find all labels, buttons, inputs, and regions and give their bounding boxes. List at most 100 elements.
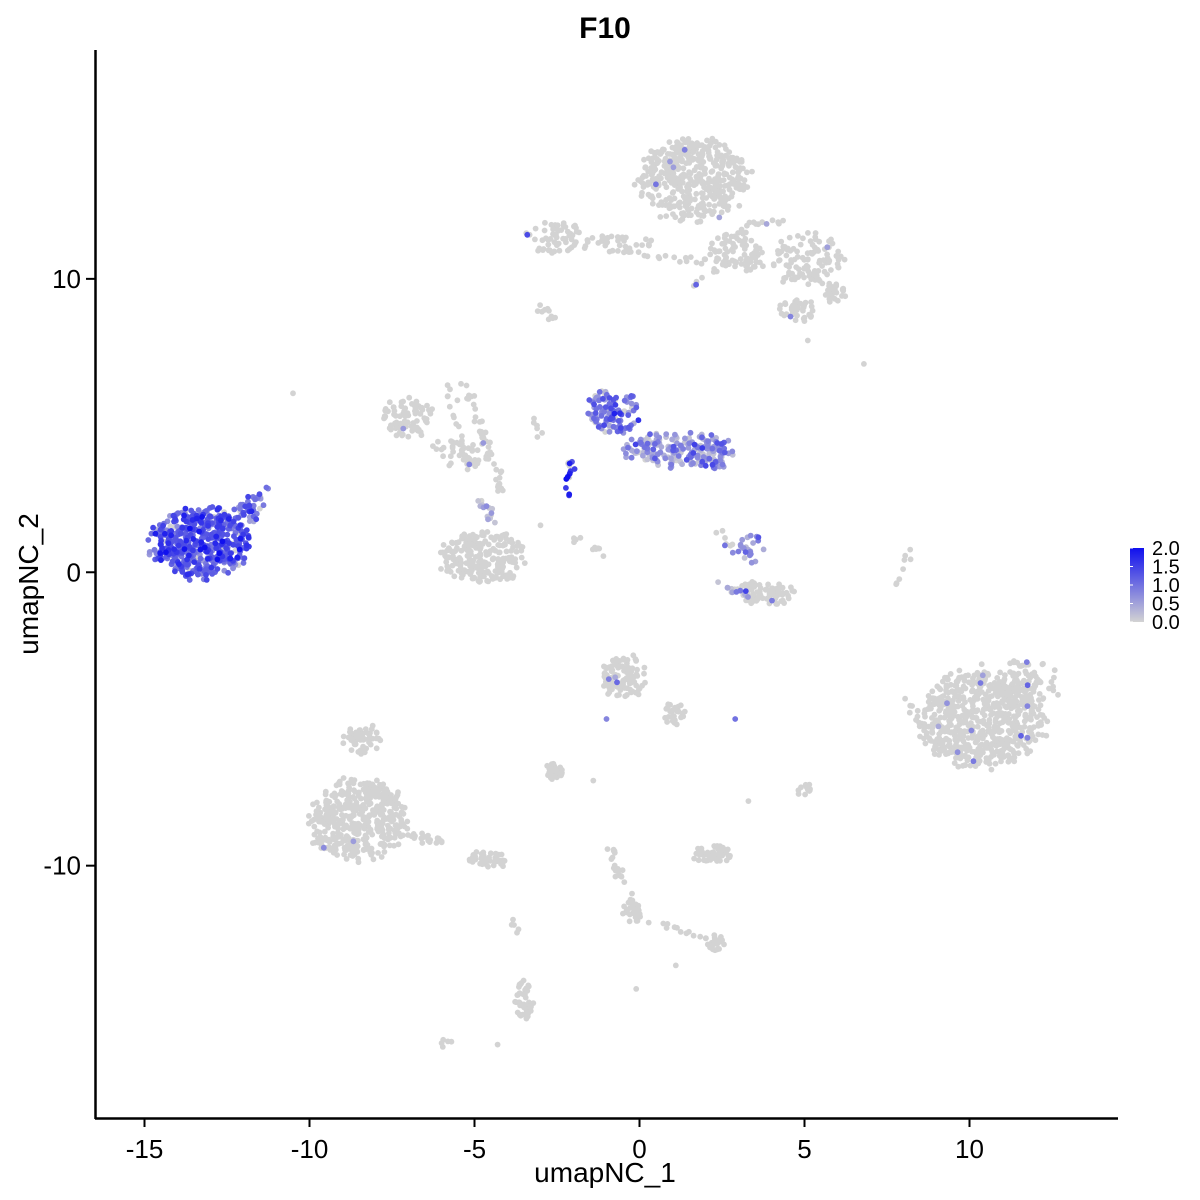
cell-point	[463, 541, 469, 548]
cell-point	[656, 434, 663, 441]
cell-point	[313, 808, 320, 814]
cell-point	[152, 530, 159, 537]
cell-point	[589, 235, 596, 241]
cell-point	[513, 564, 520, 571]
cell-point	[748, 559, 755, 566]
cell-point	[599, 237, 606, 243]
cell-point	[948, 715, 955, 722]
cell-point	[308, 818, 315, 824]
cell-point	[932, 739, 938, 746]
cell-point	[325, 824, 331, 831]
cell-point	[558, 772, 564, 779]
cell-point	[212, 540, 219, 547]
cell-point	[998, 710, 1005, 717]
cell-point	[655, 451, 661, 457]
cell-point	[553, 234, 560, 241]
cell-point	[382, 414, 388, 421]
cell-point	[678, 714, 684, 721]
cell-point	[162, 530, 168, 537]
cell-point	[640, 184, 647, 190]
cell-point	[484, 578, 490, 584]
cell-point	[457, 562, 464, 569]
cell-point	[752, 597, 758, 603]
cell-point	[171, 546, 178, 552]
cell-point	[183, 537, 190, 544]
cell-point	[741, 251, 748, 258]
cell-point	[698, 172, 705, 179]
cell-point	[671, 254, 678, 261]
cell-point	[534, 425, 540, 432]
cell-point	[336, 806, 343, 812]
cell-point	[729, 190, 736, 197]
cell-point	[691, 441, 698, 448]
cell-point	[237, 535, 244, 542]
cell-point	[981, 712, 988, 719]
cell-point	[548, 313, 555, 320]
cell-point	[601, 408, 608, 415]
cell-point	[169, 558, 176, 565]
cell-point	[704, 443, 711, 449]
cell-point	[623, 450, 629, 457]
cell-point	[688, 212, 694, 219]
cell-point	[670, 189, 677, 195]
cell-point	[607, 416, 614, 423]
cell-point	[998, 736, 1005, 743]
cell-point	[470, 852, 477, 858]
cell-point	[198, 539, 205, 545]
cell-point	[331, 803, 338, 810]
cell-point	[160, 522, 167, 529]
cell-point	[600, 395, 606, 402]
cell-point	[807, 249, 814, 256]
cell-point	[719, 937, 725, 944]
cell-point	[991, 727, 998, 734]
cell-point	[225, 516, 232, 522]
cell-point	[985, 727, 992, 734]
cell-point	[785, 592, 791, 599]
cell-point	[956, 667, 963, 674]
cell-point	[671, 924, 678, 931]
cell-point	[227, 555, 234, 562]
cell-point	[186, 543, 193, 550]
cell-point	[728, 180, 735, 187]
scatter-points	[145, 135, 1061, 1050]
cell-point	[245, 493, 252, 500]
cell-point	[710, 185, 717, 192]
cell-point	[440, 542, 447, 548]
cell-point	[446, 462, 453, 469]
cell-point	[672, 962, 679, 969]
cell-point	[974, 723, 981, 730]
cell-point	[721, 449, 728, 456]
cell-point	[451, 573, 458, 580]
cell-point	[424, 419, 430, 426]
cell-point	[770, 585, 776, 592]
cell-point	[969, 687, 976, 693]
cell-point	[931, 751, 938, 757]
cell-point	[184, 561, 191, 568]
cell-point	[396, 430, 403, 436]
cell-point	[699, 434, 705, 441]
cell-point	[440, 453, 446, 460]
cell-point	[710, 849, 717, 856]
cell-point	[629, 688, 636, 695]
cell-point	[487, 850, 494, 857]
cell-point	[657, 214, 664, 220]
cell-point	[681, 146, 688, 153]
cell-point	[330, 833, 337, 840]
legend-label: 2.0	[1152, 538, 1180, 560]
cell-point	[779, 590, 786, 596]
cell-point	[737, 541, 744, 548]
cell-point	[350, 812, 357, 819]
cell-point	[695, 849, 702, 856]
cell-point	[778, 598, 785, 604]
cell-point	[395, 841, 402, 848]
cell-point	[653, 181, 659, 188]
cell-point	[787, 313, 794, 320]
cell-point	[359, 807, 365, 814]
cell-point	[631, 181, 638, 188]
cell-point	[805, 782, 811, 789]
cell-point	[184, 571, 191, 578]
cell-point	[477, 567, 484, 574]
cell-point	[935, 723, 942, 730]
cell-point	[662, 252, 669, 259]
cell-point	[927, 703, 933, 710]
